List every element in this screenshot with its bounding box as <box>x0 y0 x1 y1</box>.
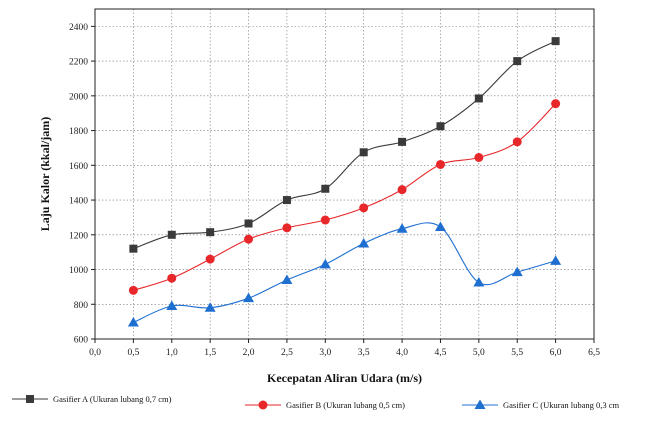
data-point <box>359 203 369 213</box>
x-tick-label: 4,5 <box>435 348 447 358</box>
x-tick-label: 2,5 <box>281 348 293 358</box>
y-tick-label: 1600 <box>69 162 88 172</box>
series-line <box>133 103 557 291</box>
series-layer <box>127 37 562 327</box>
x-tick-label: 2,0 <box>243 348 255 358</box>
data-point <box>397 185 407 195</box>
y-tick-label: 800 <box>74 301 89 311</box>
data-point <box>551 99 561 109</box>
x-tick-label: 6,5 <box>588 348 600 358</box>
data-point <box>282 196 291 205</box>
data-point <box>205 254 215 264</box>
y-tick-label: 1400 <box>69 197 88 207</box>
series-c <box>127 221 562 327</box>
x-tick-label: 1,5 <box>204 348 216 358</box>
data-point <box>398 137 407 146</box>
data-point <box>550 255 562 265</box>
legend-item: Gasifier A (Ukuran lubang 0,7 cm) <box>12 394 172 404</box>
legend-item: Gasifier B (Ukuran lubang 0,5 cm) <box>245 400 405 410</box>
data-point <box>319 258 331 269</box>
data-point <box>127 317 139 327</box>
legend-label: Gasifier B (Ukuran lubang 0,5 cm) <box>286 400 405 410</box>
legend-label: Gasifier A (Ukuran lubang 0,7 cm) <box>53 394 172 404</box>
legend-marker <box>258 400 268 410</box>
plot-frame <box>94 8 595 340</box>
axis-ticks: 0,0 0,5 1,0 1,5 2,0 2,5 3,0 3,5 4,0 4,5 5,0 5,5 6,0 6… <box>69 23 600 358</box>
y-tick-label: 2000 <box>69 92 88 102</box>
data-point <box>513 57 522 66</box>
series-line <box>133 222 556 324</box>
y-tick-label: 1200 <box>69 231 88 241</box>
data-point <box>167 230 176 239</box>
data-point <box>281 274 293 284</box>
x-tick-label: 0,0 <box>89 348 101 358</box>
data-point <box>206 228 215 237</box>
data-point <box>320 215 330 225</box>
data-point <box>551 37 560 46</box>
x-axis-title: Kecepatan Aliran Udara (m/s) <box>267 371 422 385</box>
x-tick-label: 5,0 <box>473 348 485 358</box>
data-point <box>473 277 485 287</box>
legend-item: Gasifier C (Ukuran lubang 0,3 cm <box>462 399 620 410</box>
data-point <box>282 223 292 233</box>
series-b <box>128 99 561 295</box>
data-point <box>243 292 255 303</box>
data-point <box>435 159 445 169</box>
y-tick-label: 600 <box>74 336 89 346</box>
y-tick-label: 2200 <box>69 58 88 68</box>
x-tick-label: 1,0 <box>166 348 178 358</box>
x-tick-label: 3,0 <box>319 348 331 358</box>
legend-marker <box>474 399 486 409</box>
data-point <box>167 273 177 283</box>
y-axis-title: Laju Kalor (kkal/jam) <box>38 117 52 231</box>
legend-marker <box>26 395 34 403</box>
data-point <box>474 94 483 103</box>
legend: Gasifier A (Ukuran lubang 0,7 cm) Gasifie… <box>12 394 620 410</box>
x-tick-label: 0,5 <box>127 348 139 358</box>
legend-label: Gasifier C (Ukuran lubang 0,3 cm <box>503 400 620 410</box>
y-tick-label: 1000 <box>69 266 88 276</box>
data-point <box>166 300 178 310</box>
data-point <box>128 285 138 295</box>
data-point <box>358 237 370 248</box>
data-point <box>511 266 523 277</box>
data-point <box>321 184 330 193</box>
data-point <box>396 223 408 233</box>
data-point <box>436 122 445 131</box>
series-a <box>129 37 560 253</box>
y-tick-label: 2400 <box>69 23 88 33</box>
x-tick-label: 3,5 <box>358 348 370 358</box>
data-point <box>512 137 522 147</box>
data-point <box>244 219 253 228</box>
data-point <box>434 221 446 231</box>
x-tick-label: 4,0 <box>396 348 408 358</box>
data-point <box>204 302 216 312</box>
series-line <box>133 40 556 250</box>
y-tick-label: 1800 <box>69 127 88 137</box>
data-point <box>474 153 484 162</box>
data-point <box>359 148 368 157</box>
data-point <box>244 234 254 244</box>
x-tick-label: 6,0 <box>550 348 562 358</box>
x-tick-label: 5,5 <box>511 348 523 358</box>
data-point <box>129 244 138 253</box>
